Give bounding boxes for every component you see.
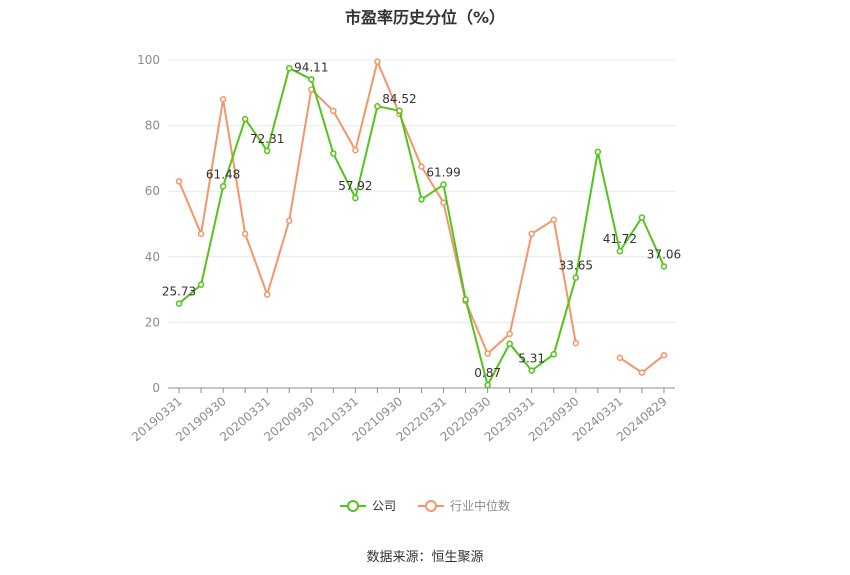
data-point-0 [219,183,227,190]
y-tick-label: 0 [152,381,160,395]
data-point-0 [418,196,425,203]
legend: 公司 行业中位数 [0,497,850,514]
data-label: 41.72 [603,232,637,246]
data-point-1 [285,217,293,224]
data-point-0 [330,150,337,157]
y-tick-label: 60 [145,184,160,198]
data-point-0 [572,274,580,281]
data-point-0 [352,194,359,202]
data-point-0 [396,107,403,115]
data-point-1 [418,163,425,170]
data-source: 数据来源：恒生聚源 [366,550,484,565]
data-point-0 [462,296,469,303]
data-point-0 [550,350,558,358]
data-point-0 [484,381,491,389]
data-point-0 [616,247,624,255]
data-point-1 [660,351,668,359]
data-point-0 [528,367,535,374]
data-point-0 [660,263,668,270]
data-label: 37.06 [647,247,681,261]
data-point-1 [241,230,249,238]
data-point-1 [330,107,337,115]
legend-company-marker-icon [339,499,366,512]
data-label: 61.99 [426,166,460,180]
data-point-1 [440,199,447,206]
data-label: 57.92 [338,179,372,193]
data-label: 33.65 [559,259,593,273]
legend-industry-label: 行业中位数 [450,499,511,513]
data-label: 0.87 [474,366,501,380]
y-tick-label: 100 [137,53,160,67]
data-point-0 [638,214,646,221]
y-tick-label: 80 [145,119,160,133]
data-point-1 [550,216,558,223]
data-label: 5.31 [518,352,545,366]
data-point-1 [572,339,580,347]
y-tick-label: 20 [145,315,160,329]
data-point-1 [616,354,624,362]
data-point-1 [638,369,646,376]
series-line-0 [178,67,665,387]
legend-item-company[interactable]: 公司 [339,497,396,514]
data-point-1 [197,230,205,238]
data-point-1 [506,330,513,338]
chart-title: 市盈率历史分位（%） [344,8,506,27]
data-point-1 [528,230,535,238]
legend-industry-marker-icon [418,499,444,512]
data-point-0 [263,147,271,155]
legend-company-label: 公司 [371,499,396,513]
data-label: 25.73 [162,285,196,299]
data-label: 72.31 [250,132,284,146]
data-point-1 [484,350,491,357]
data-label: 84.52 [382,92,416,106]
data-point-1 [175,178,183,185]
data-point-1 [374,58,381,65]
data-point-0 [594,148,602,156]
data-label: 61.48 [206,167,240,181]
data-label: 94.11 [294,60,328,74]
data-point-0 [285,64,293,72]
data-point-1 [263,291,271,298]
data-point-0 [506,340,513,347]
legend-item-industry-median[interactable]: 行业中位数 [418,497,510,514]
data-point-0 [308,76,315,83]
data-point-0 [175,300,183,307]
data-point-1 [219,96,227,103]
y-tick-label: 40 [145,250,160,264]
data-point-0 [197,281,205,288]
data-point-0 [440,181,447,188]
data-point-1 [352,146,359,154]
data-point-0 [241,115,249,123]
data-point-0 [374,102,381,110]
